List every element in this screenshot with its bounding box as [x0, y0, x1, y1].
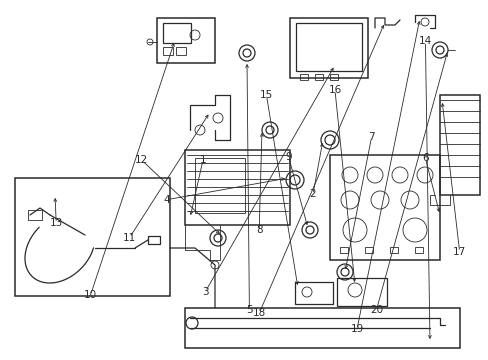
Bar	[163, 47, 173, 55]
Text: 14: 14	[418, 36, 431, 46]
Text: 11: 11	[122, 233, 136, 243]
Text: 5: 5	[245, 305, 252, 315]
Bar	[28, 210, 42, 220]
Text: 10: 10	[84, 290, 97, 300]
Text: 18: 18	[252, 308, 265, 318]
Text: 4: 4	[163, 195, 169, 205]
Bar	[295, 23, 361, 71]
Bar	[336, 278, 386, 306]
Bar	[439, 95, 479, 195]
Bar	[163, 23, 191, 43]
Bar	[414, 247, 422, 253]
Text: 1: 1	[199, 155, 206, 165]
Text: 6: 6	[421, 153, 428, 163]
Text: 17: 17	[452, 247, 466, 257]
Text: 15: 15	[259, 90, 273, 100]
Bar	[15, 178, 170, 296]
Text: 12: 12	[135, 155, 148, 165]
Bar	[329, 74, 337, 80]
Bar	[364, 247, 372, 253]
Text: 16: 16	[327, 85, 341, 95]
Bar	[294, 282, 332, 304]
Bar	[289, 18, 367, 78]
Text: 13: 13	[49, 218, 63, 228]
Bar	[195, 158, 244, 213]
Text: 7: 7	[367, 132, 374, 142]
Bar	[184, 150, 289, 225]
Text: 20: 20	[369, 305, 382, 315]
Bar	[339, 247, 347, 253]
Text: 8: 8	[255, 225, 262, 235]
Bar	[389, 247, 397, 253]
Bar	[329, 155, 439, 260]
Bar	[299, 74, 307, 80]
Text: 19: 19	[349, 324, 363, 334]
Bar	[184, 308, 459, 348]
Text: 9: 9	[285, 152, 291, 162]
Bar	[314, 74, 323, 80]
Bar	[148, 236, 160, 244]
Text: 3: 3	[202, 287, 208, 297]
Bar	[157, 18, 215, 63]
Bar	[176, 47, 185, 55]
Text: 2: 2	[309, 189, 316, 199]
